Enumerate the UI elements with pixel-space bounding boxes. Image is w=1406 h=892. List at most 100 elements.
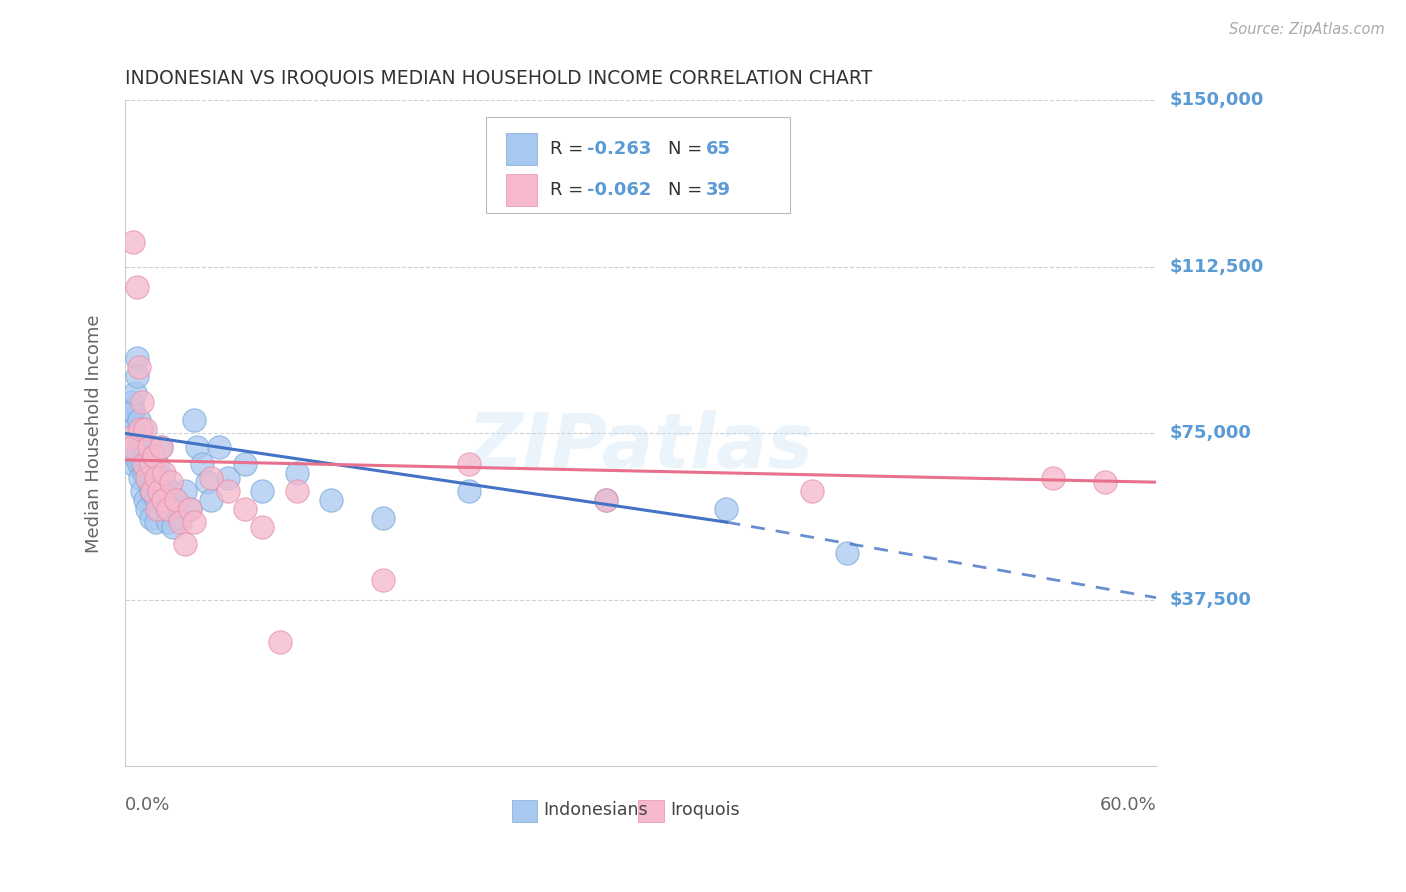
Point — [174, 484, 197, 499]
Point — [183, 515, 205, 529]
Point — [233, 501, 256, 516]
Point — [141, 484, 163, 499]
Point — [145, 492, 167, 507]
Text: N =: N = — [668, 140, 709, 158]
Point — [131, 458, 153, 472]
Text: Iroquois: Iroquois — [671, 801, 740, 819]
Y-axis label: Median Household Income: Median Household Income — [86, 314, 103, 552]
Point — [124, 449, 146, 463]
Point — [131, 484, 153, 499]
Point — [269, 635, 291, 649]
Point — [128, 431, 150, 445]
Text: $150,000: $150,000 — [1170, 91, 1264, 109]
Point — [179, 501, 201, 516]
Point — [148, 484, 170, 499]
Point — [179, 501, 201, 516]
Point — [1042, 471, 1064, 485]
FancyBboxPatch shape — [486, 117, 790, 213]
Point — [148, 501, 170, 516]
Point — [160, 501, 183, 516]
Point — [159, 484, 181, 499]
Point — [200, 492, 222, 507]
Point — [125, 351, 148, 365]
Point — [132, 467, 155, 481]
Point — [191, 458, 214, 472]
Text: N =: N = — [668, 181, 709, 199]
Point — [132, 449, 155, 463]
Text: 65: 65 — [706, 140, 731, 158]
Point — [1094, 475, 1116, 490]
Point — [128, 458, 150, 472]
Point — [145, 515, 167, 529]
Point — [252, 484, 274, 499]
Point — [122, 440, 145, 454]
FancyBboxPatch shape — [638, 800, 664, 822]
Text: -0.263: -0.263 — [586, 140, 651, 158]
Point — [143, 475, 166, 490]
Text: Indonesians: Indonesians — [544, 801, 648, 819]
Point — [122, 422, 145, 436]
Point — [371, 573, 394, 587]
Point — [285, 484, 308, 499]
Point — [139, 510, 162, 524]
Point — [165, 492, 187, 507]
Point — [131, 395, 153, 409]
Point — [595, 492, 617, 507]
Point — [118, 431, 141, 445]
Point — [118, 422, 141, 436]
Text: R =: R = — [550, 140, 589, 158]
Point — [252, 519, 274, 533]
Point — [134, 492, 156, 507]
Point — [155, 501, 177, 516]
Point — [285, 467, 308, 481]
Point — [124, 386, 146, 401]
Point — [162, 519, 184, 533]
Point — [153, 484, 176, 499]
Point — [156, 515, 179, 529]
Point — [457, 484, 479, 499]
Point — [165, 492, 187, 507]
Point — [835, 546, 858, 560]
Point — [186, 440, 208, 454]
Text: $112,500: $112,500 — [1170, 258, 1264, 276]
Point — [134, 440, 156, 454]
Point — [801, 484, 824, 499]
Point — [143, 449, 166, 463]
Point — [217, 471, 239, 485]
Point — [131, 422, 153, 436]
Point — [160, 475, 183, 490]
Point — [174, 537, 197, 551]
Point — [128, 413, 150, 427]
Point — [319, 492, 342, 507]
Point — [595, 492, 617, 507]
Point — [233, 458, 256, 472]
Text: $37,500: $37,500 — [1170, 591, 1251, 609]
Text: 39: 39 — [706, 181, 731, 199]
Point — [716, 501, 738, 516]
Point — [146, 501, 169, 516]
Text: Source: ZipAtlas.com: Source: ZipAtlas.com — [1229, 22, 1385, 37]
Point — [125, 368, 148, 383]
Point — [195, 475, 218, 490]
Point — [156, 501, 179, 516]
Point — [145, 471, 167, 485]
Text: -0.062: -0.062 — [586, 181, 651, 199]
Point — [129, 440, 152, 454]
Point — [169, 515, 191, 529]
Point — [139, 484, 162, 499]
Text: $75,000: $75,000 — [1170, 425, 1251, 442]
Point — [118, 413, 141, 427]
Point — [139, 458, 162, 472]
Point — [136, 467, 159, 481]
Point — [371, 510, 394, 524]
Point — [125, 279, 148, 293]
Point — [121, 404, 143, 418]
Point — [217, 484, 239, 499]
Point — [208, 440, 231, 454]
Point — [122, 404, 145, 418]
Point — [152, 471, 174, 485]
Text: 60.0%: 60.0% — [1099, 797, 1156, 814]
Text: ZIPatlas: ZIPatlas — [468, 409, 814, 483]
FancyBboxPatch shape — [506, 174, 537, 206]
Point — [129, 471, 152, 485]
